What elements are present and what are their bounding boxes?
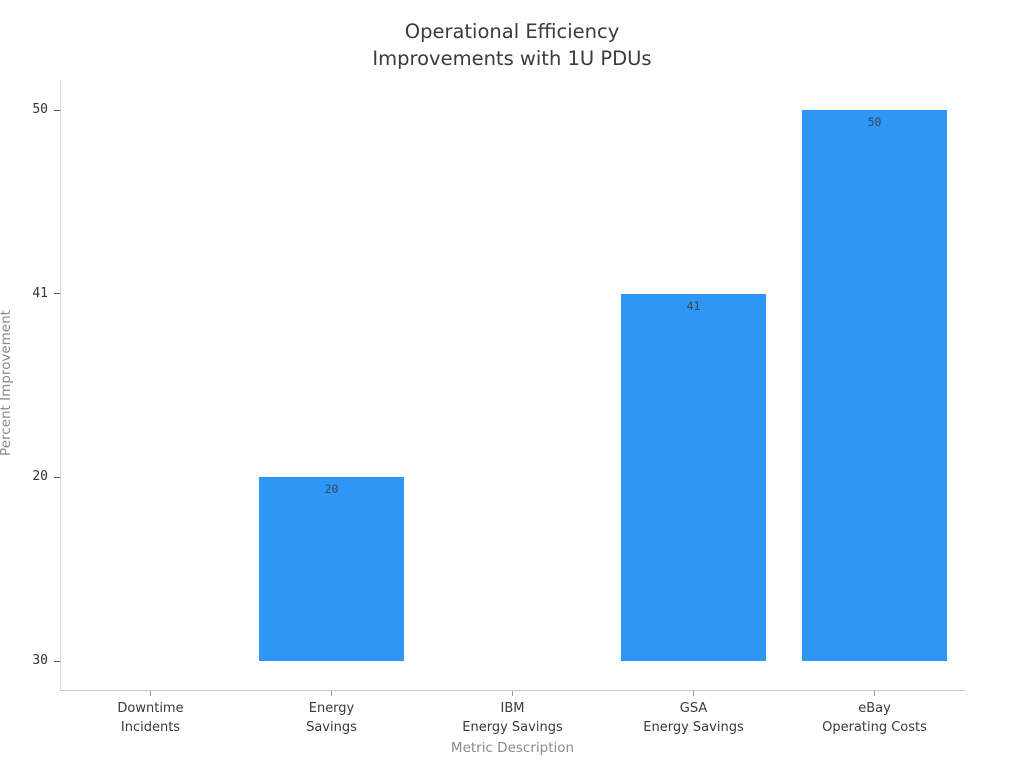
bar-ebay-operating-costs: 50 (802, 110, 947, 661)
y-tick-label: 30 (32, 653, 48, 668)
x-tick-label: GSA Energy Savings (643, 701, 744, 735)
y-tick-mark (54, 293, 60, 295)
y-tick-mark (54, 660, 60, 662)
x-tick-mark (874, 691, 875, 696)
x-axis-line (60, 690, 965, 691)
bar-energy-savings: 20 (259, 477, 404, 661)
bar-gsa-energy-savings: 41 (621, 293, 766, 661)
x-tick-mark (150, 691, 151, 696)
plot-area: 20 41 50 30 20 41 50 Downtime Incidents Energy… (32, 76, 965, 735)
x-tick-label: eBay Operating Costs (822, 701, 927, 735)
chart-title: Operational Efficiency Improvements with… (372, 20, 652, 70)
x-tick-mark (693, 691, 694, 696)
y-axis-line (60, 80, 61, 691)
bar-value-label: 50 (867, 115, 882, 130)
y-tick-label: 41 (32, 285, 48, 301)
x-tick-label: Energy Savings (306, 701, 357, 735)
bar-value-label: 20 (324, 482, 339, 497)
y-tick-label: 20 (32, 469, 48, 485)
y-tick-mark (54, 109, 60, 111)
y-tick-mark (54, 476, 60, 478)
y-axis-title: Percent Improvement (0, 310, 14, 456)
x-tick-label: IBM Energy Savings (462, 701, 563, 735)
x-tick-mark (512, 691, 513, 696)
x-axis-title: Metric Description (450, 740, 575, 756)
x-tick-mark (331, 691, 332, 696)
bar-value-label: 41 (686, 298, 701, 313)
y-tick-label: 50 (32, 102, 48, 118)
x-tick-label: Downtime Incidents (117, 701, 184, 735)
